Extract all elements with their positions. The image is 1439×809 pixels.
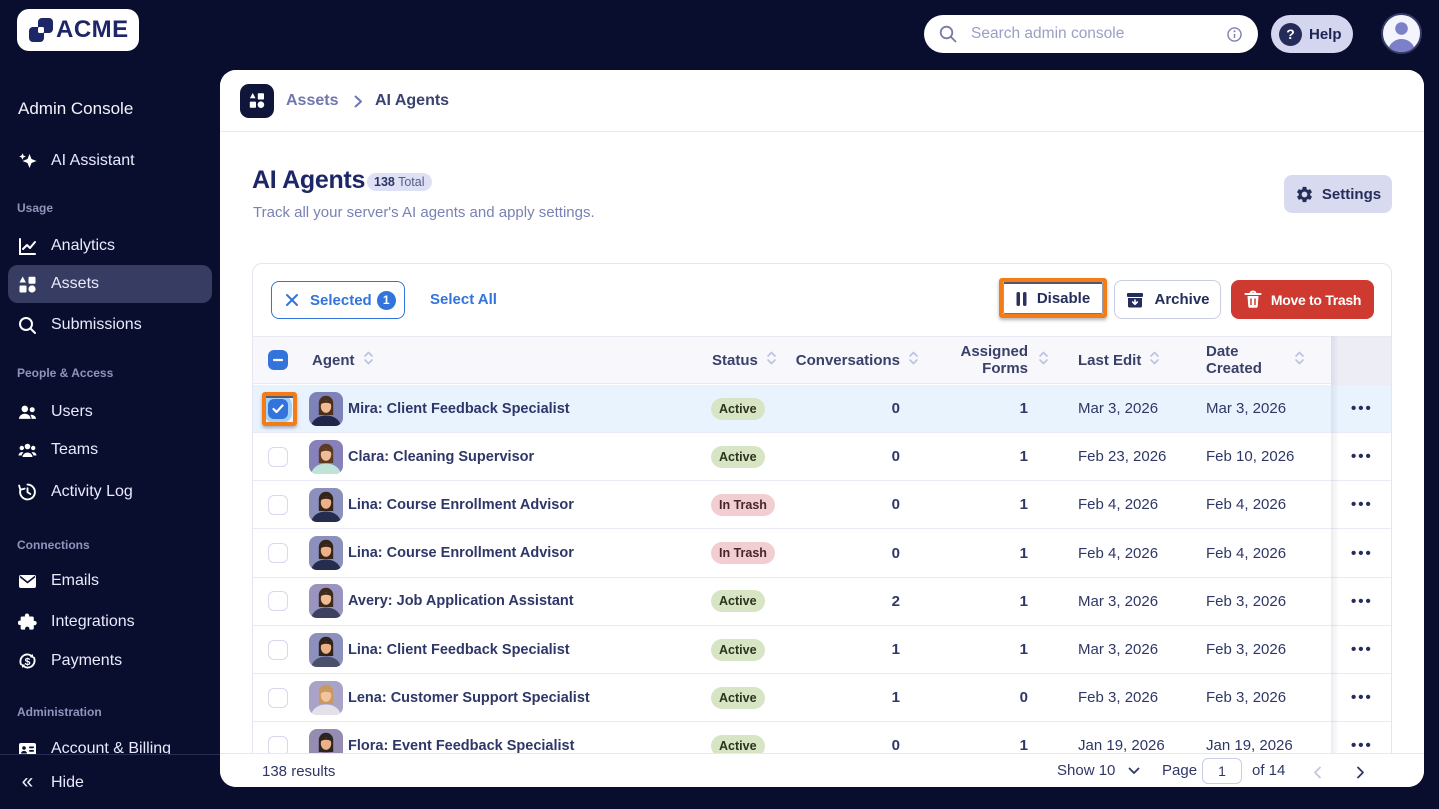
svg-text:$: $ [25,657,31,668]
